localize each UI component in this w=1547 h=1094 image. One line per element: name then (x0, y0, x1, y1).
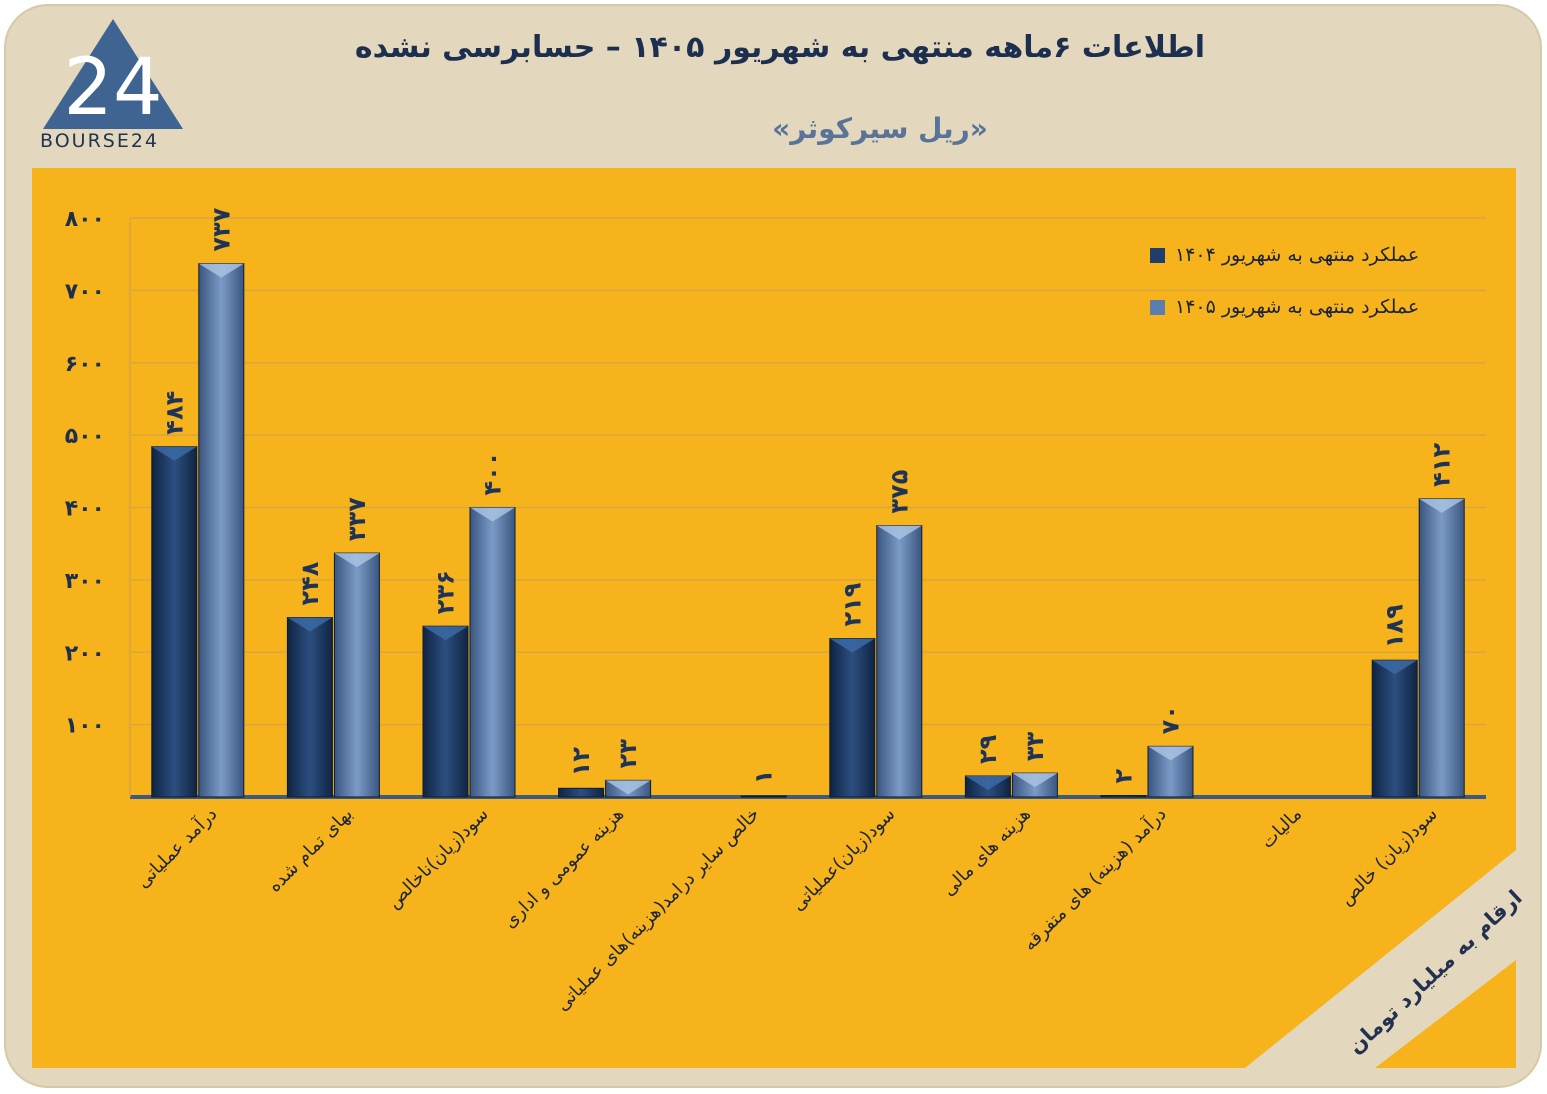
bar-1405 (1418, 498, 1465, 798)
bar-1405 (876, 525, 923, 798)
category-label: سود(زیان)عملیاتی (788, 804, 900, 916)
data-label: ۲ (1110, 769, 1138, 784)
category-label: مالیات (1257, 804, 1306, 853)
chart-panel (32, 168, 1516, 1068)
data-label: ۲۳۶ (432, 570, 460, 614)
category-label: هزینه عمومی و اداری (499, 804, 628, 933)
y-tick-label: ۶۰۰ (65, 352, 105, 377)
bar-bevel (1372, 660, 1418, 675)
data-label: ۳۳ (1021, 731, 1049, 761)
bar-bevel (470, 507, 515, 522)
note-ribbon (1245, 850, 1516, 1068)
legend-item-1405: عملکرد منتهی به شهریور ۱۴۰۵ (1150, 292, 1480, 322)
legend-label-1405: عملکرد منتهی به شهریور ۱۴۰۵ (1175, 296, 1420, 318)
bar-1404 (286, 617, 333, 798)
bar-1404 (1371, 659, 1418, 798)
category-label: بهای تمام شده (264, 804, 357, 897)
bar-bevel (829, 638, 875, 653)
bar-bevel (1012, 773, 1058, 788)
y-tick-label: ۴۰۰ (65, 497, 105, 522)
y-tick-label: ۲۰۰ (65, 641, 105, 666)
data-label: ۳۳۷ (343, 497, 371, 541)
data-label: ۱۲ (567, 747, 595, 777)
bar-1404 (422, 625, 469, 798)
category-label: درآمد عملیاتی (131, 802, 221, 892)
category-label: هزینه های مالی (938, 804, 1035, 901)
bar-bevel (605, 780, 651, 795)
logo-text: BOURSE24 (40, 130, 160, 152)
data-label: ۲۹ (974, 734, 1002, 764)
bar-bevel (287, 617, 333, 632)
bar-bevel (151, 446, 197, 461)
data-label: ۲۴۸ (296, 561, 324, 605)
legend-swatch-1405 (1150, 299, 1165, 315)
data-label: ۱ (750, 770, 778, 785)
data-label: ۴۰۰ (479, 452, 507, 496)
bourse24-logo: 24 (43, 19, 183, 133)
y-tick-label: ۳۰۰ (65, 569, 105, 594)
page-title: اطلاعات ۶ماهه منتهی به شهریور ۱۴۰۵ – حسا… (354, 30, 1206, 65)
data-label: ۲۳ (614, 739, 642, 769)
category-label: سود(زیان)ناخالص (383, 804, 492, 913)
bar-bevel (198, 263, 244, 278)
data-label: ۱۸۹ (1381, 604, 1409, 648)
logo-triangle (43, 19, 183, 129)
bar-1404 (1100, 795, 1147, 798)
bar-bevel (876, 525, 922, 540)
bar-1405 (333, 552, 380, 798)
bar-1405 (740, 795, 787, 798)
bar-bevel (1148, 746, 1193, 761)
legend-swatch-1404 (1150, 247, 1165, 263)
data-label: ۷۰ (1157, 705, 1185, 734)
bar-1405 (469, 507, 516, 798)
bar-bevel (423, 626, 468, 641)
bar-1404 (829, 637, 876, 798)
data-label: ۷۳۷ (207, 207, 235, 251)
legend-item-1404: عملکرد منتهی به شهریور ۱۴۰۴ (1150, 240, 1480, 270)
y-tick-label: ۵۰۰ (65, 424, 105, 449)
bar-bevel (334, 553, 380, 568)
y-tick-label: ۷۰۰ (65, 279, 105, 304)
category-label: سود(زیان) خالص (1336, 804, 1442, 910)
data-label: ۲۱۹ (838, 582, 866, 626)
legend-label-1404: عملکرد منتهی به شهریور ۱۴۰۴ (1175, 244, 1420, 266)
y-tick-label: ۱۰۰ (65, 714, 105, 739)
bar-bevel (965, 776, 1011, 791)
data-label: ۴۸۴ (160, 391, 188, 435)
logo-mark: 24 (63, 43, 162, 133)
bar-bevel (1419, 498, 1465, 513)
category-label: درآمد (هزینه) های متفرقه (1018, 802, 1171, 955)
chart-legend: عملکرد منتهی به شهریور ۱۴۰۴ عملکرد منتهی… (1150, 240, 1480, 344)
bar-1404 (151, 446, 198, 798)
data-label: ۴۱۲ (1428, 443, 1456, 487)
bar-1404 (558, 787, 605, 798)
data-label: ۳۷۵ (885, 470, 913, 514)
page-subtitle: «ریل سیرکوثر» (772, 112, 988, 145)
y-tick-label: ۸۰۰ (65, 207, 105, 232)
bar-1405 (198, 263, 245, 798)
